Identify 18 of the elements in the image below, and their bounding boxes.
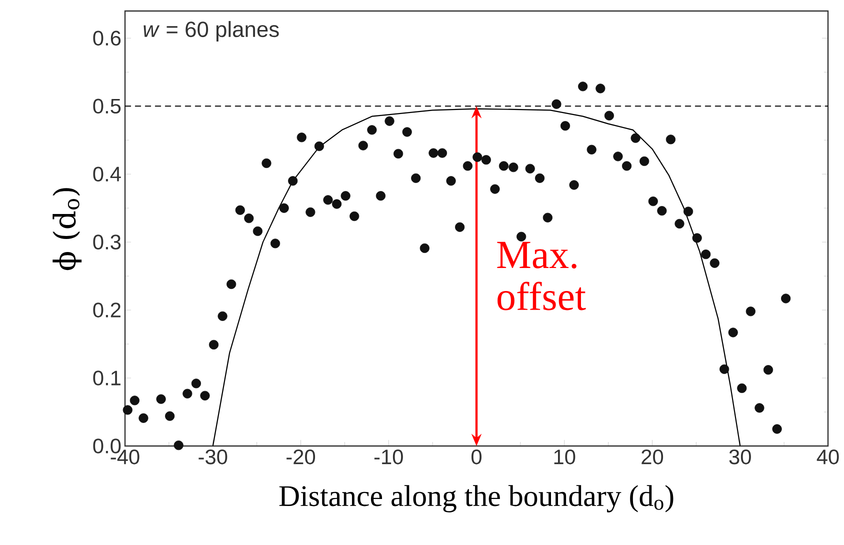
- x-tick-label: 0: [472, 450, 482, 464]
- x-tick-label: -30: [198, 450, 228, 464]
- annotation: Max. offset: [497, 242, 586, 310]
- y-axis-title: ϕ (d$_{o}$): [52, 188, 82, 270]
- y-tick-label: 0.4: [93, 166, 121, 182]
- x-axis-title: Distance along the boundary (d$_{o}$): [279, 485, 674, 512]
- x-tick-label: -10: [374, 450, 403, 464]
- x-tick-label: 40: [816, 450, 839, 464]
- y-tick-label: 0.3: [93, 234, 121, 250]
- annotation: w = 60 planes: [144, 21, 279, 42]
- x-tick-label: 10: [554, 450, 576, 464]
- y-tick-label: 0.6: [93, 30, 121, 46]
- y-tick-label: 0.1: [93, 370, 120, 386]
- x-tick-label: -20: [286, 450, 316, 464]
- y-tick-label: 0.2: [93, 302, 120, 318]
- x-tick-label: 30: [729, 450, 751, 464]
- y-tick-label: 0.5: [93, 98, 121, 114]
- x-tick-label: 20: [642, 450, 664, 464]
